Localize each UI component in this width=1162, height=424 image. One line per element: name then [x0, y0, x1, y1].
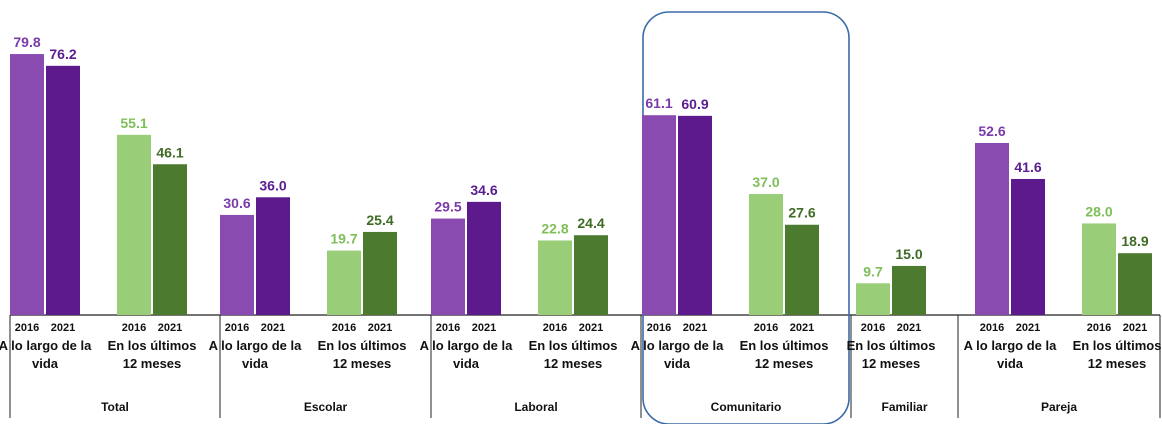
bar-laboral-lifetime-2021 — [467, 201, 501, 315]
year-label-escolar-lifetime-2016: 2016 — [225, 322, 249, 334]
year-label-laboral-lifetime-2021: 2021 — [472, 322, 496, 334]
value-label-total-recent-2016: 55.1 — [120, 115, 147, 131]
subcategory-label-total-recent: En los últimos 12 meses — [108, 338, 197, 371]
year-label-pareja-recent-2021: 2021 — [1123, 322, 1147, 334]
year-label-familiar-recent-2021: 2021 — [897, 322, 921, 334]
bar-comunitario-recent-2016 — [749, 194, 783, 315]
year-label-total-recent-2016: 2016 — [122, 322, 146, 334]
year-label-total-lifetime-2016: 2016 — [15, 322, 39, 334]
year-label-familiar-recent-2016: 2016 — [861, 322, 885, 334]
year-label-comunitario-recent-2016: 2016 — [754, 322, 778, 334]
year-label-laboral-recent-2016: 2016 — [543, 322, 567, 334]
bar-total-lifetime-2021 — [46, 65, 80, 316]
bar-escolar-lifetime-2016 — [220, 214, 254, 315]
group-label-total: Total — [101, 400, 129, 414]
subcategory-label-comunitario-recent: En los últimos 12 meses — [740, 338, 829, 371]
bar-laboral-lifetime-2016 — [431, 218, 465, 315]
value-label-escolar-recent-2016: 19.7 — [330, 231, 357, 247]
value-label-laboral-recent-2021: 24.4 — [577, 215, 604, 231]
year-label-total-recent-2021: 2021 — [158, 322, 182, 334]
year-label-comunitario-lifetime-2021: 2021 — [683, 322, 707, 334]
bar-comunitario-lifetime-2021 — [678, 115, 712, 316]
bar-escolar-recent-2021 — [363, 231, 397, 315]
subcategory-label-escolar-recent: En los últimos 12 meses — [318, 338, 407, 371]
value-label-comunitario-recent-2016: 37.0 — [752, 174, 779, 190]
group-label-escolar: Escolar — [304, 400, 348, 414]
group-label-pareja: Pareja — [1041, 400, 1077, 414]
value-label-familiar-recent-2016: 9.7 — [863, 263, 883, 279]
subcategory-label-pareja-recent: En los últimos 12 meses — [1073, 338, 1162, 371]
year-label-escolar-recent-2021: 2021 — [368, 322, 392, 334]
bar-laboral-recent-2021 — [574, 235, 608, 315]
value-label-laboral-recent-2016: 22.8 — [541, 220, 568, 236]
year-label-pareja-lifetime-2016: 2016 — [980, 322, 1004, 334]
bar-pareja-lifetime-2016 — [975, 142, 1009, 315]
year-label-laboral-recent-2021: 2021 — [579, 322, 603, 334]
year-label-comunitario-lifetime-2016: 2016 — [647, 322, 671, 334]
year-label-pareja-lifetime-2021: 2021 — [1016, 322, 1040, 334]
bar-pareja-recent-2016 — [1082, 223, 1116, 315]
value-label-familiar-recent-2021: 15.0 — [895, 246, 922, 262]
bar-total-lifetime-2016 — [10, 54, 44, 315]
value-label-laboral-lifetime-2016: 29.5 — [434, 199, 461, 215]
bar-comunitario-lifetime-2016 — [642, 115, 676, 315]
value-label-pareja-lifetime-2021: 41.6 — [1014, 159, 1041, 175]
value-label-pareja-lifetime-2016: 52.6 — [978, 123, 1005, 139]
value-label-total-lifetime-2021: 76.2 — [49, 46, 76, 62]
bar-total-recent-2021 — [153, 164, 187, 315]
subcategory-label-laboral-recent: En los últimos 12 meses — [529, 338, 618, 371]
year-label-escolar-lifetime-2021: 2021 — [261, 322, 285, 334]
subcategory-label-pareja-lifetime: A lo largo de la vida — [964, 338, 1057, 371]
bar-escolar-recent-2016 — [327, 250, 361, 315]
value-label-comunitario-lifetime-2021: 60.9 — [681, 96, 708, 112]
value-label-pareja-recent-2021: 18.9 — [1121, 233, 1148, 249]
bar-pareja-lifetime-2021 — [1011, 178, 1045, 315]
value-label-total-lifetime-2016: 79.8 — [13, 34, 40, 50]
value-label-comunitario-lifetime-2016: 61.1 — [645, 95, 672, 111]
subcategory-label-total-lifetime: A lo largo de la vida — [0, 338, 92, 371]
bar-escolar-lifetime-2021 — [256, 197, 290, 315]
value-label-pareja-recent-2016: 28.0 — [1085, 203, 1112, 219]
value-label-laboral-lifetime-2021: 34.6 — [470, 182, 497, 198]
year-label-laboral-lifetime-2016: 2016 — [436, 322, 460, 334]
value-label-escolar-lifetime-2021: 36.0 — [259, 177, 286, 193]
value-label-escolar-lifetime-2016: 30.6 — [223, 195, 250, 211]
bar-comunitario-recent-2021 — [785, 224, 819, 315]
group-label-laboral: Laboral — [514, 400, 557, 414]
subcategory-label-escolar-lifetime: A lo largo de la vida — [209, 338, 302, 371]
bar-total-recent-2016 — [117, 134, 151, 315]
bar-familiar-recent-2016 — [856, 283, 890, 315]
group-label-familiar: Familiar — [881, 400, 927, 414]
bar-familiar-recent-2021 — [892, 265, 926, 315]
group-label-comunitario: Comunitario — [711, 400, 782, 414]
value-label-total-recent-2021: 46.1 — [156, 144, 183, 160]
bar-pareja-recent-2021 — [1118, 253, 1152, 315]
year-label-total-lifetime-2021: 2021 — [51, 322, 75, 334]
value-label-comunitario-recent-2021: 27.6 — [788, 205, 815, 221]
subcategory-label-familiar-recent: En los últimos 12 meses — [847, 338, 936, 371]
year-label-escolar-recent-2016: 2016 — [332, 322, 356, 334]
value-label-escolar-recent-2021: 25.4 — [366, 212, 393, 228]
bar-laboral-recent-2016 — [538, 240, 572, 315]
year-label-pareja-recent-2016: 2016 — [1087, 322, 1111, 334]
year-label-comunitario-recent-2021: 2021 — [790, 322, 814, 334]
subcategory-label-laboral-lifetime: A lo largo de la vida — [420, 338, 513, 371]
subcategory-label-comunitario-lifetime: A lo largo de la vida — [631, 338, 724, 371]
